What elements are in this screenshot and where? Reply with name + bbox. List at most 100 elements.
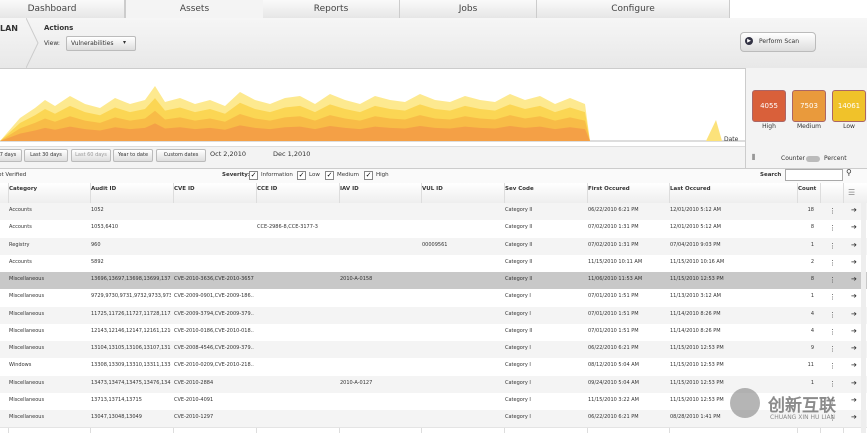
trend-chart [0,86,745,142]
row-open-icon[interactable]: ➔ [851,275,857,283]
table-cell: 13696,13697,13698,13699,1371... [91,276,171,282]
column-header[interactable]: Audit ID [91,186,117,192]
date-range-button[interactable]: Last 30 days [24,149,68,162]
date-range-button[interactable]: Custom dates [156,149,206,162]
table-cell: Category I [505,379,531,386]
row-menu-icon[interactable]: ⋮ [829,293,836,302]
column-header[interactable]: Sev Code [505,186,534,192]
table-cell: 5892 [91,258,104,265]
severity-count[interactable]: 14061 [832,90,866,122]
table-cell: 07/01/2010 1:51 PM [588,293,639,300]
row-menu-icon[interactable]: ⋮ [829,207,836,215]
column-header[interactable]: IAV ID [340,186,359,192]
table-row[interactable] [0,410,867,429]
table-cell: Miscellaneous [9,310,45,317]
search-label: Search [760,172,782,178]
row-open-icon[interactable]: ➔ [851,413,857,421]
table-cell: Miscellaneous [9,396,45,403]
table-cell: Category II [505,241,533,248]
severity-checkbox[interactable]: ✓ [325,171,334,180]
toggle-percent: Percent [824,155,847,162]
column-header[interactable]: VUL ID [422,186,443,192]
row-menu-icon[interactable]: ⋮ [829,224,836,233]
row-open-icon[interactable]: ➔ [851,223,857,232]
table-cell: Category I [505,293,531,300]
table-cell: 13473,13474,13475,13476,1347... [91,379,171,386]
row-open-icon[interactable]: ➔ [851,292,857,301]
table-cell: 07/02/2010 1:31 PM [588,241,639,248]
column-menu-icon[interactable]: ☰ [848,188,856,197]
table-cell: Category II [505,327,533,334]
toggle-counter: Counter [781,155,805,162]
severity-checkbox[interactable]: ✓ [297,171,306,180]
select-arrow: ▾ [123,39,127,46]
row-open-icon[interactable]: ➔ [851,206,857,214]
table-cell: 4 [810,327,814,334]
table-cell: 11/13/2010 3:12 AM [670,293,721,300]
view-select[interactable]: Vulnerabilities [66,36,136,51]
row-menu-icon[interactable]: ⋮ [829,327,836,336]
date-range-button[interactable]: Last 7 days [0,149,22,162]
severity-checkbox[interactable]: ✓ [249,171,258,180]
table-cell: 11/15/2010 12:53 PM [670,396,724,403]
row-open-icon[interactable]: ➔ [851,361,857,370]
table-cell: Miscellaneous [9,276,45,282]
date-range-button[interactable]: Last 60 days [71,149,111,162]
column-header[interactable]: Last Occured [670,186,711,192]
view-label: View: [44,40,60,47]
table-cell: 09/24/2010 5:04 AM [588,379,639,386]
table-cell: 12/01/2010 5:12 AM [670,207,721,213]
row-open-icon[interactable]: ➔ [851,326,857,335]
table-cell: 11/14/2010 8:26 PM [670,327,721,334]
row-open-icon[interactable]: ➔ [851,378,857,387]
column-header[interactable]: Category [9,186,38,192]
search-icon[interactable]: ⚲ [846,168,852,177]
row-menu-icon[interactable]: ⋮ [829,396,836,405]
watermark-logo [730,388,760,418]
row-menu-icon[interactable]: ⋮ [829,276,836,284]
row-open-icon[interactable]: ➔ [851,240,857,249]
table-cell: CVE-2010-3636,CVE-2010-3657... [174,276,254,282]
column-header[interactable]: Count [798,186,817,192]
nav-tab[interactable]: Reports [263,0,400,18]
table-cell: 11/14/2010 8:26 PM [670,310,721,317]
nav-tab[interactable]: Dashboard [0,0,125,18]
table-cell: 1 [810,241,814,248]
row-open-icon[interactable]: ➔ [851,309,857,318]
row-menu-icon[interactable]: ⋮ [829,345,836,353]
row-menu-icon[interactable]: ⋮ [829,379,836,388]
table-cell: 11725,11726,11727,11728,1172... [91,310,171,317]
table-cell: 2 [810,258,814,265]
severity-option: Information [261,172,293,178]
table-cell: Category II [505,224,533,231]
table-cell: 07/01/2010 1:51 PM [588,327,639,334]
severity-count[interactable]: 4055 [752,90,786,122]
row-menu-icon[interactable]: ⋮ [829,362,836,371]
nav-tab[interactable]: Configure [537,0,730,18]
date-end: Dec 1,2010 [273,150,311,158]
row-open-icon[interactable]: ➔ [851,395,857,404]
toggle-switch[interactable] [806,156,820,162]
not-verified: Not Verified [0,172,27,178]
table-cell: 11/15/2010 12:53 PM [670,276,724,282]
search-input[interactable] [785,169,843,181]
date-start: Oct 2,2010 [210,150,247,158]
row-open-icon[interactable]: ➔ [851,257,857,266]
column-header[interactable]: CCE ID [257,186,278,192]
date-range-button[interactable]: Year to date [113,149,153,162]
row-menu-icon[interactable]: ⋮ [829,310,836,319]
nav-tab[interactable]: Assets [125,0,264,18]
row-menu-icon[interactable]: ⋮ [829,258,836,267]
perform-scan-button[interactable]: Perform Scan [740,32,816,52]
column-header[interactable]: CVE ID [174,186,195,192]
table-cell: CVE-2009-3794,CVE-2009-379... [174,310,254,317]
nav-tab[interactable]: Jobs [400,0,537,18]
date-bar [0,146,745,169]
column-header[interactable]: First Occured [588,186,630,192]
row-menu-icon[interactable]: ⋮ [829,414,836,422]
severity-checkbox[interactable]: ✓ [364,171,373,180]
row-menu-icon[interactable]: ⋮ [829,241,836,250]
severity-count[interactable]: 7503 [792,90,826,122]
row-open-icon[interactable]: ➔ [851,344,857,352]
table-cell: 1 [810,379,814,386]
